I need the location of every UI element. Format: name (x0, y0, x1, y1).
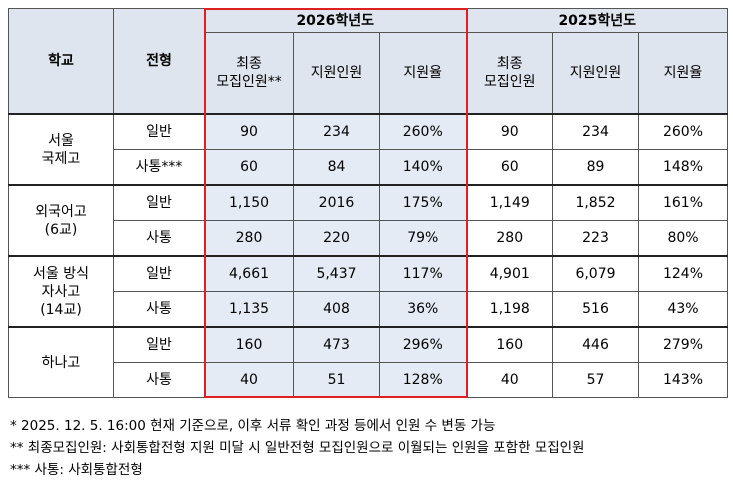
value-cell: 1,149 (465, 184, 553, 221)
table-row: 하나고 일반 160 473 296% 160 446 279% (8, 326, 728, 398)
school-cell: 하나고 (8, 326, 114, 398)
value-cell: 160 (465, 326, 553, 363)
value-cell: 79% (379, 220, 467, 257)
track-cell: 일반 (113, 326, 205, 363)
value-cell: 90 (465, 113, 553, 150)
footnote: * 2025. 12. 5. 16:00 현재 기준으로, 이후 서류 확인 과… (10, 418, 496, 434)
value-cell: 4,901 (465, 255, 553, 292)
value-cell: 124% (638, 255, 728, 292)
column-header: 지원율 (638, 32, 728, 115)
column-header: 지원율 (379, 32, 467, 115)
value-cell: 90 (204, 113, 294, 150)
school-cell: 외국어고 (6교) (8, 184, 114, 257)
table-row: 서울 국제고 일반 90 234 260% 90 234 260% (8, 113, 728, 186)
value-cell: 148% (638, 149, 728, 186)
table-row: 사통 280 220 79% 280 223 80% (9, 220, 728, 257)
table-row: 사통 40 51 128% 40 57 143% (9, 362, 728, 398)
value-cell: 234 (293, 113, 380, 150)
year-header: 2026학년도 (204, 8, 467, 33)
school-cell: 서울 국제고 (8, 113, 114, 186)
header-school: 학교 (8, 8, 114, 115)
value-cell: 117% (379, 255, 467, 292)
value-cell: 223 (552, 220, 639, 257)
value-cell: 516 (552, 291, 639, 328)
table-row: 사통*** 60 84 140% 60 89 148% (9, 149, 728, 186)
value-cell: 5,437 (293, 255, 380, 292)
track-cell: 사통 (113, 362, 205, 398)
value-cell: 40 (465, 362, 553, 398)
value-cell: 473 (293, 326, 380, 363)
value-cell: 40 (204, 362, 294, 398)
value-cell: 1,150 (204, 184, 294, 221)
column-header: 최종 모집인원 (465, 32, 553, 115)
footnote: *** 사통: 사회통합전형 (10, 462, 143, 478)
value-cell: 2016 (293, 184, 380, 221)
year-header: 2025학년도 (465, 8, 728, 33)
column-header: 최종 모집인원** (204, 32, 294, 115)
table-row: 사통 1,135 408 36% 1,198 516 43% (9, 291, 728, 328)
value-cell: 280 (204, 220, 294, 257)
value-cell: 6,079 (552, 255, 639, 292)
value-cell: 161% (638, 184, 728, 221)
value-cell: 234 (552, 113, 639, 150)
value-cell: 57 (552, 362, 639, 398)
footnote: ** 최종모집인원: 사회통합전형 지원 미달 시 일반전형 모집인원으로 이월… (10, 440, 585, 456)
table-row: 서울 방식 자사고 (14교) 일반 4,661 5,437 117% 4,901 6,07… (8, 255, 728, 328)
value-cell: 140% (379, 149, 467, 186)
value-cell: 51 (293, 362, 380, 398)
value-cell: 1,135 (204, 291, 294, 328)
track-cell: 사통*** (113, 149, 205, 186)
value-cell: 60 (204, 149, 294, 186)
value-cell: 296% (379, 326, 467, 363)
value-cell: 60 (465, 149, 553, 186)
value-cell: 128% (379, 362, 467, 398)
value-cell: 408 (293, 291, 380, 328)
value-cell: 1,198 (465, 291, 553, 328)
value-cell: 280 (465, 220, 553, 257)
value-cell: 446 (552, 326, 639, 363)
value-cell: 160 (204, 326, 294, 363)
value-cell: 260% (638, 113, 728, 150)
table: 학교 전형 2026학년도 2025학년도 최종 모집인원** 지원인원 지원율 최종 … (8, 8, 728, 398)
value-cell: 84 (293, 149, 380, 186)
value-cell: 143% (638, 362, 728, 398)
value-cell: 80% (638, 220, 728, 257)
value-cell: 43% (638, 291, 728, 328)
value-cell: 36% (379, 291, 467, 328)
track-cell: 사통 (113, 220, 205, 257)
value-cell: 260% (379, 113, 467, 150)
column-header: 지원인원 (552, 32, 639, 115)
school-cell: 서울 방식 자사고 (14교) (8, 255, 114, 328)
track-cell: 일반 (113, 113, 205, 150)
column-header: 지원인원 (293, 32, 380, 115)
track-cell: 일반 (113, 255, 205, 292)
value-cell: 1,852 (552, 184, 639, 221)
value-cell: 175% (379, 184, 467, 221)
value-cell: 89 (552, 149, 639, 186)
track-cell: 사통 (113, 291, 205, 328)
table-row: 외국어고 (6교) 일반 1,150 2016 175% 1,149 1,852 161% (8, 184, 728, 257)
value-cell: 4,661 (204, 255, 294, 292)
value-cell: 279% (638, 326, 728, 363)
value-cell: 220 (293, 220, 380, 257)
track-cell: 일반 (113, 184, 205, 221)
header-track: 전형 (113, 8, 205, 115)
